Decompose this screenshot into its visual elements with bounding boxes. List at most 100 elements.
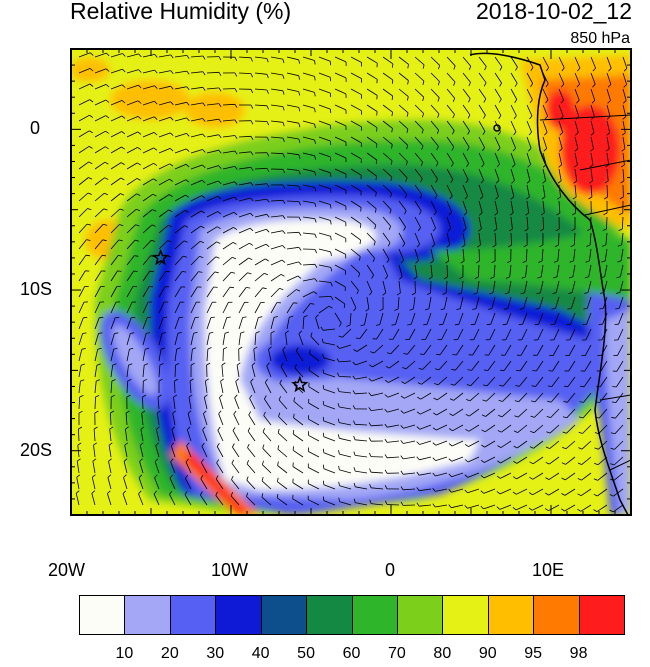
wind-barb-flag: [206, 362, 211, 366]
wind-barb-flag: [170, 117, 174, 121]
wind-barb: [75, 493, 80, 506]
wind-barb-flag: [539, 244, 544, 248]
wind-barb-flag: [530, 83, 534, 88]
wind-barb-flag: [200, 458, 204, 463]
wind-barb-flag: [442, 292, 447, 295]
wind-barb: [142, 147, 154, 154]
wind-barb-flag: [218, 149, 222, 154]
wind-barb-flag: [314, 234, 317, 239]
wind-barb: [158, 163, 170, 170]
wind-barb-flag: [89, 114, 94, 118]
wind-barb: [238, 182, 251, 186]
colorbar-swatch: [169, 595, 217, 635]
wind-barb: [232, 430, 240, 442]
wind-barb-flag: [432, 442, 437, 446]
wind-barb-flag: [447, 228, 452, 232]
wind-barb: [190, 149, 203, 154]
wind-barb-flag: [153, 162, 158, 166]
wind-barb: [334, 136, 347, 143]
wind-barb-flag: [460, 260, 465, 264]
wind-barb-flag: [384, 454, 388, 459]
wind-barb: [158, 317, 164, 330]
wind-barb: [334, 200, 346, 207]
wind-barb: [264, 398, 272, 410]
wind-barb: [200, 478, 208, 490]
wind-barb-flag: [527, 164, 531, 168]
wind-barb: [492, 280, 496, 293]
pressure-level-label: 850 hPa: [570, 30, 630, 47]
wind-barb: [186, 445, 192, 458]
wind-barb: [158, 364, 161, 378]
wind-barb: [323, 436, 336, 442]
wind-barb: [354, 392, 368, 395]
wind-barb-flag: [569, 260, 574, 263]
wind-barb-flag: [374, 224, 377, 230]
wind-barb-flag: [282, 74, 285, 79]
wind-barb-flag: [186, 55, 190, 59]
wind-barb-flag: [404, 194, 408, 199]
wind-barb-flag: [322, 400, 325, 406]
wind-barb-flag: [400, 425, 404, 429]
wind-barb-flag: [330, 188, 332, 193]
wind-barb-flag: [262, 460, 264, 465]
wind-barb: [573, 248, 576, 261]
wind-barb-flag: [186, 148, 190, 152]
wind-barb-flag: [451, 146, 455, 151]
wind-barb-flag: [79, 395, 84, 398]
wind-barb-flag: [322, 432, 325, 437]
wind-barb-flag: [109, 426, 114, 430]
wind-barb: [430, 72, 440, 82]
wind-barb: [621, 232, 624, 245]
wind-barb: [318, 120, 331, 126]
wind-barb-flag: [545, 477, 550, 480]
wind-barb: [526, 152, 531, 165]
wind-barb: [386, 504, 400, 506]
wind-barb: [382, 280, 387, 293]
wind-barb-flag: [154, 116, 158, 120]
wind-barb: [588, 264, 592, 277]
wind-barb-flag: [330, 296, 334, 301]
wind-barb: [78, 114, 90, 122]
wind-barb: [217, 430, 224, 442]
wind-barb: [190, 179, 203, 186]
wind-barb-flag: [185, 163, 190, 168]
wind-barb-flag: [400, 501, 404, 506]
wind-barb: [515, 504, 528, 511]
wind-barb: [370, 424, 384, 427]
wind-barb-flag: [483, 82, 487, 87]
wind-barb: [238, 257, 249, 266]
wind-barb-flag: [155, 442, 159, 446]
wind-barb: [574, 56, 581, 69]
wind-barb-flag: [308, 366, 310, 371]
wind-barb-flag: [448, 504, 452, 508]
wind-barb-flag: [352, 375, 356, 380]
wind-barb-flag: [78, 410, 83, 414]
wind-barb-flag: [314, 171, 317, 176]
wind-barb-flag: [250, 182, 254, 187]
wind-barb-flag: [169, 148, 174, 152]
wind-barb-flag: [535, 308, 540, 310]
wind-barb: [382, 232, 391, 243]
wind-barb: [452, 424, 464, 432]
wind-barb: [398, 136, 408, 146]
wind-barb: [126, 255, 135, 266]
wind-barb-flag: [298, 75, 301, 80]
wind-barb-flag: [530, 430, 535, 434]
wind-barb-flag: [452, 354, 457, 356]
wind-barb-flag: [592, 83, 596, 88]
wind-barb: [366, 104, 378, 112]
wind-barb-flag: [360, 324, 365, 327]
wind-barb-flag: [515, 66, 518, 71]
wind-barb: [430, 200, 437, 212]
wind-barb-flag: [478, 228, 482, 232]
wind-barb: [574, 136, 579, 149]
wind-barb: [475, 296, 480, 309]
wind-barb: [452, 408, 464, 416]
wind-barb: [614, 424, 624, 435]
wind-barb-flag: [151, 239, 156, 242]
wind-barb-flag: [496, 180, 500, 184]
wind-barb: [622, 104, 627, 117]
wind-barb-flag: [424, 308, 430, 311]
x-tick-label: 10E: [532, 560, 565, 580]
wind-barb-flag: [156, 410, 161, 414]
